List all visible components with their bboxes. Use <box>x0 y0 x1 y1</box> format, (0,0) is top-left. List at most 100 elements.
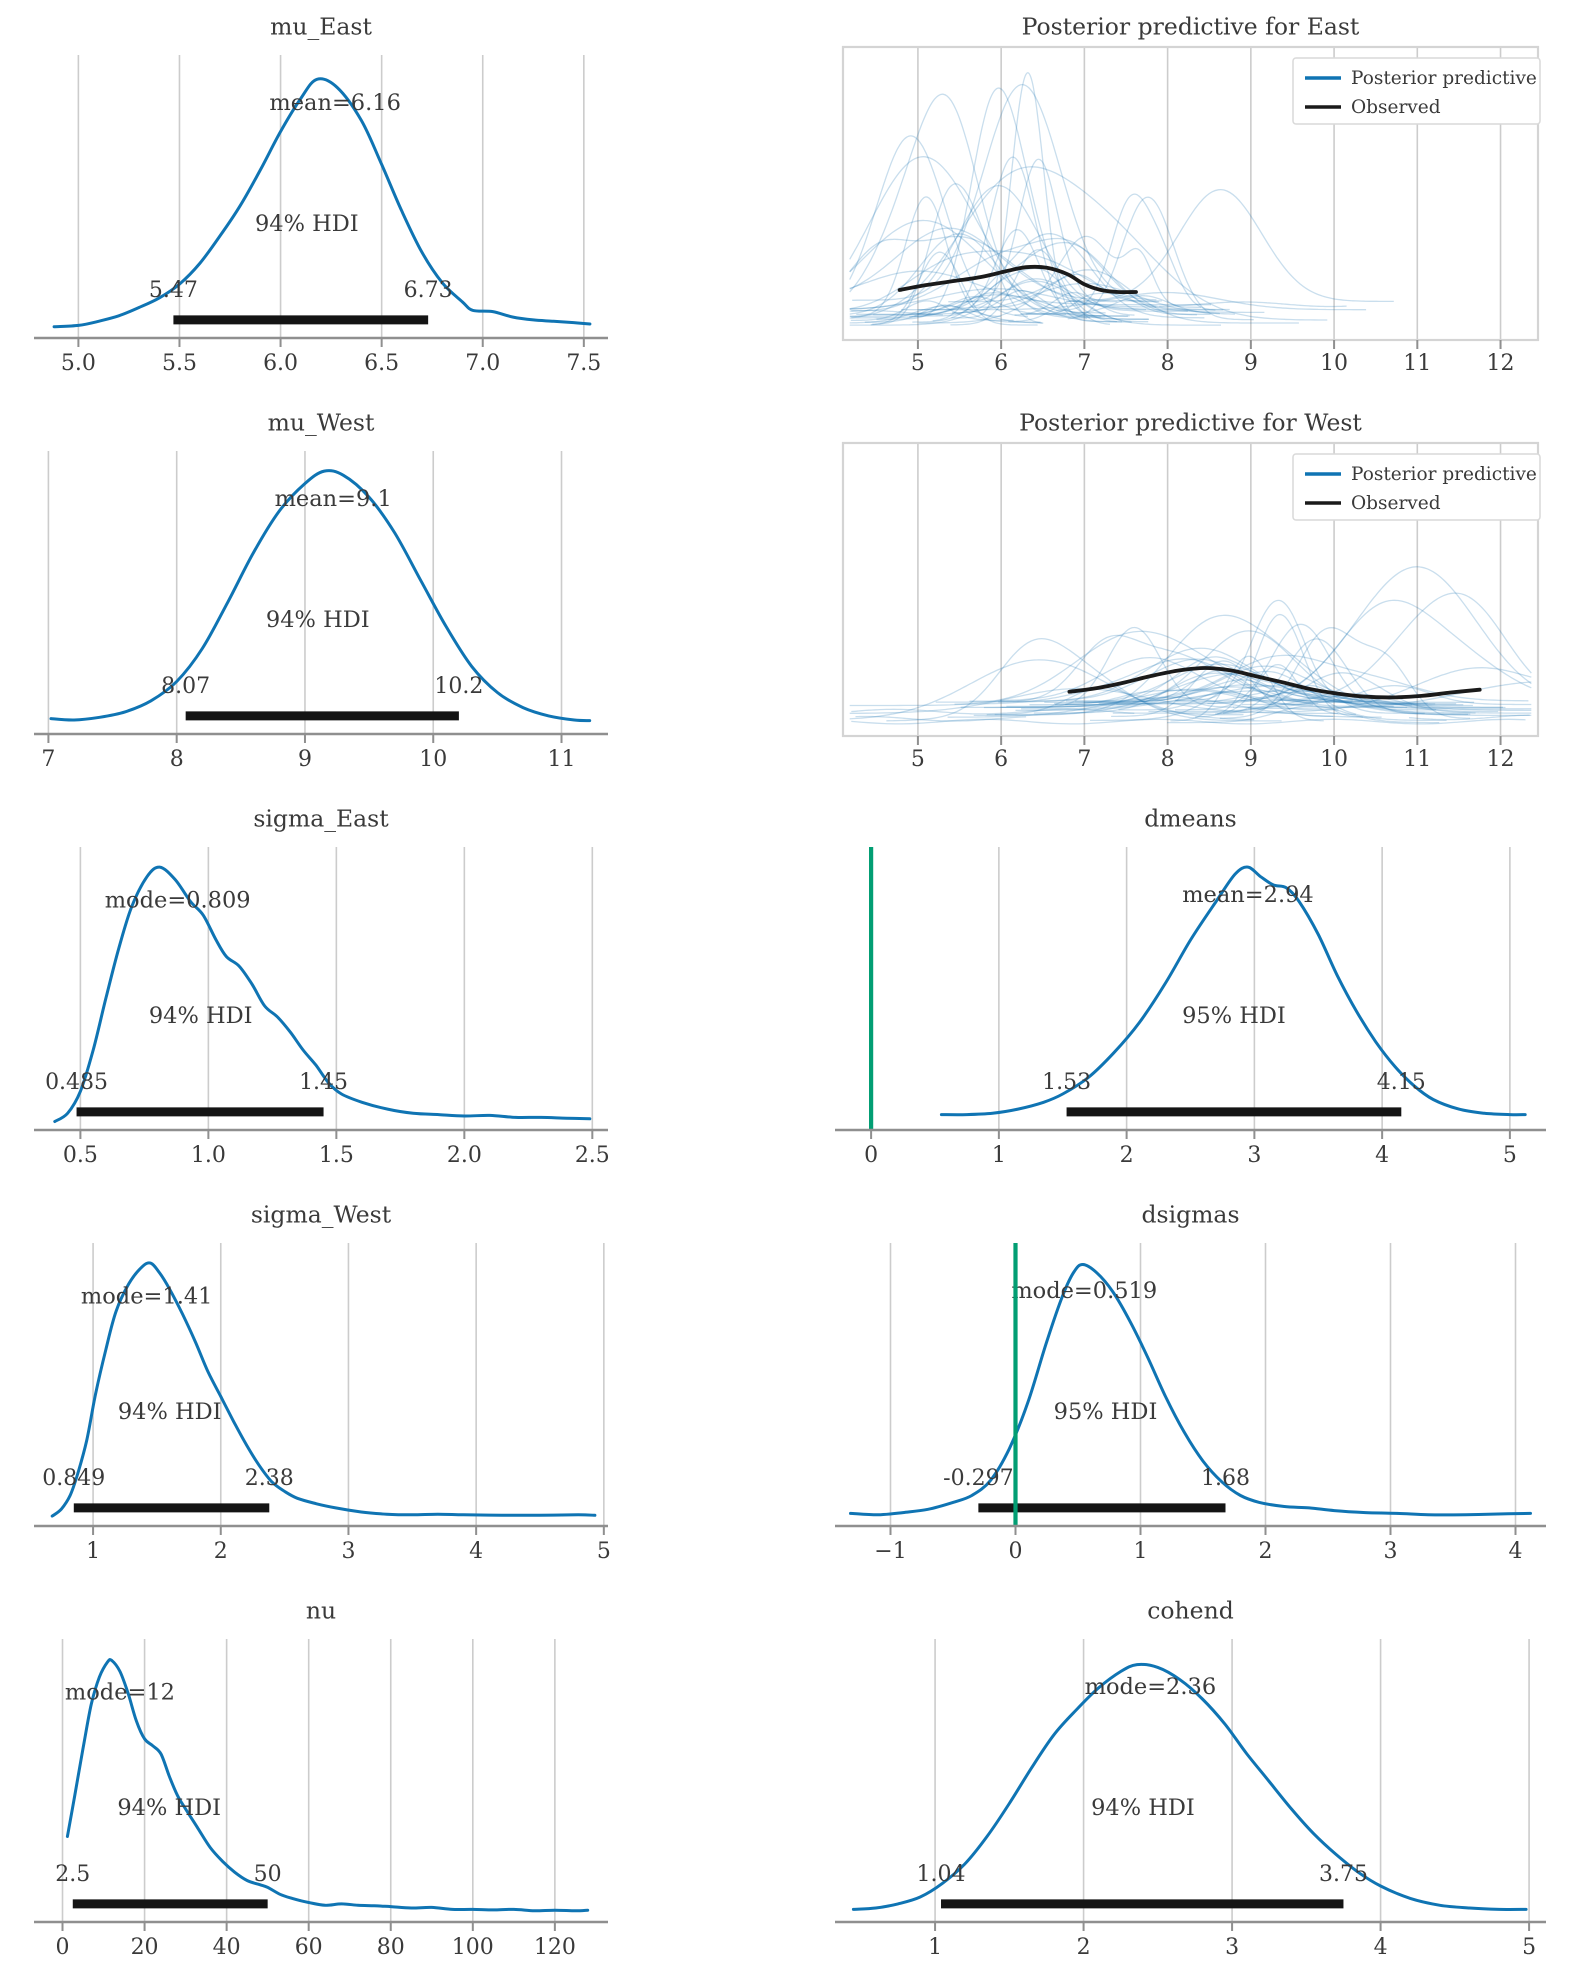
hdi-label: 94% HDI <box>266 607 370 633</box>
x-tick-label: 0.5 <box>63 1143 98 1168</box>
plot-title: nu <box>306 1597 336 1625</box>
point-estimate-label: mode=0.809 <box>105 888 251 914</box>
point-estimate-label: mean=2.94 <box>1182 882 1314 908</box>
plot-mu-east: mu_East mean=6.16 94% HDI 5.47 6.73 5.0 5.5 6.0… <box>0 0 785 396</box>
x-tick-label: 12 <box>1487 747 1515 772</box>
x-tick-label: 2 <box>1077 1935 1091 1960</box>
hdi-lower-value: 1.04 <box>917 1862 966 1887</box>
x-tick-label: 2 <box>1120 1143 1134 1168</box>
x-tick-label: 7.0 <box>465 351 500 376</box>
gridlines <box>77 55 585 338</box>
x-tick-label: 1 <box>928 1935 942 1960</box>
x-tick-label: 1.5 <box>319 1143 354 1168</box>
plot-nu: nu mode=12 94% HDI 2.5 50 0 20 40 60 80 100 120 <box>0 1584 785 1980</box>
x-tick-label: 2.0 <box>447 1143 482 1168</box>
hdi-lower-value: 1.53 <box>1042 1070 1091 1095</box>
x-tick-label: 9 <box>1244 747 1258 772</box>
gridlines <box>61 1639 556 1922</box>
x-tick-label: 4 <box>1374 1935 1388 1960</box>
hdi-label: 94% HDI <box>117 1795 221 1821</box>
x-tick-label: 7 <box>1077 351 1091 376</box>
point-estimate-label: mean=6.16 <box>269 90 401 116</box>
x-tick-label: 2 <box>1259 1539 1273 1564</box>
x-tick-label: 12 <box>1487 351 1515 376</box>
x-tick-label: 5 <box>911 351 925 376</box>
x-tick-label: 3 <box>1225 1935 1239 1960</box>
plot-title: mu_West <box>268 409 375 437</box>
x-tick-label: 4 <box>469 1539 483 1564</box>
plot-frame <box>841 45 1540 342</box>
point-estimate-label: mode=12 <box>65 1680 175 1706</box>
x-tick-label: 5 <box>597 1539 611 1564</box>
plot-canvas: mu_East mean=6.16 94% HDI 5.47 6.73 5.0 5.5 6.0… <box>34 13 608 376</box>
plot-title: sigma_East <box>253 805 389 833</box>
hdi-upper-value: 4.15 <box>1377 1070 1426 1095</box>
x-tick-label: −1 <box>874 1539 906 1564</box>
hdi-label: 94% HDI <box>149 1003 253 1029</box>
x-tick-label: 5.5 <box>162 351 197 376</box>
plot-posterior-predictive-for-west: Posterior predictive for West Posterior p… <box>785 396 1570 792</box>
x-tick-label: 9 <box>298 747 312 772</box>
plot-canvas: mu_West mean=9.1 94% HDI 8.07 10.2 7 8 9 10 11 <box>34 409 608 772</box>
hdi-upper-value: 10.2 <box>434 674 483 699</box>
plot-title: Posterior predictive for East <box>1022 13 1360 41</box>
x-tick-label: 6 <box>994 351 1008 376</box>
kde-curve <box>50 1261 597 1518</box>
hdi-lower-value: 0.849 <box>42 1466 105 1491</box>
x-tick-label: 5 <box>911 747 925 772</box>
x-tick-label: 100 <box>452 1935 494 1960</box>
plot-title: Posterior predictive for West <box>1019 409 1362 437</box>
x-tick-label: 0 <box>56 1935 70 1960</box>
x-tick-label: 11 <box>1403 747 1431 772</box>
kde-curve <box>52 77 592 329</box>
x-tick-label: 9 <box>1244 351 1258 376</box>
point-estimate-label: mode=0.519 <box>1011 1278 1157 1304</box>
gridlines <box>92 1243 605 1526</box>
gridlines <box>79 847 594 1130</box>
x-tick-label: 8 <box>1161 351 1175 376</box>
x-tick-label: 3 <box>341 1539 355 1564</box>
x-tick-label: 4 <box>1509 1539 1523 1564</box>
plot-cohend: cohend mode=2.36 94% HDI 1.04 3.75 1 2 3 4 5 <box>785 1584 1570 1980</box>
x-tick-label: 6.0 <box>263 351 298 376</box>
hdi-upper-value: 3.75 <box>1319 1862 1368 1887</box>
x-tick-label: 40 <box>213 1935 241 1960</box>
x-tick-label: 1 <box>86 1539 100 1564</box>
hdi-label: 95% HDI <box>1054 1399 1158 1425</box>
x-tick-label: 7 <box>1077 747 1091 772</box>
x-tick-label: 8 <box>1161 747 1175 772</box>
plot-sigma-west: sigma_West mode=1.41 94% HDI 0.849 2.38 1 2 3 4 5 <box>0 1188 785 1584</box>
kde-curve <box>53 865 592 1123</box>
plot-posterior-predictive-for-east: Posterior predictive for East Posterior p… <box>785 0 1570 396</box>
x-tick-label: 10 <box>419 747 447 772</box>
hdi-lower-value: 8.07 <box>161 674 210 699</box>
plot-canvas: Posterior predictive for East Posterior p… <box>841 13 1541 376</box>
x-tick-label: 0 <box>1009 1539 1023 1564</box>
posterior-predictive-traces <box>849 72 1394 326</box>
x-tick-label: 0 <box>864 1143 878 1168</box>
x-tick-label: 7.5 <box>566 351 601 376</box>
plot-canvas: cohend mode=2.36 94% HDI 1.04 3.75 1 2 3 4 5 <box>835 1597 1546 1960</box>
x-tick-label: 1.0 <box>191 1143 226 1168</box>
x-tick-label: 10 <box>1320 747 1348 772</box>
x-tick-label: 6 <box>994 747 1008 772</box>
x-tick-label: 5 <box>1503 1143 1517 1168</box>
gridlines <box>889 1243 1517 1526</box>
observed-curve <box>1067 666 1482 700</box>
kde-curve <box>939 865 1527 1117</box>
plot-canvas: dsigmas mode=0.519 95% HDI -0.297 1.68 −1 0 1 2 3… <box>835 1201 1546 1564</box>
gridlines <box>934 1639 1530 1922</box>
x-tick-label: 4 <box>1375 1143 1389 1168</box>
x-tick-label: 10 <box>1320 351 1348 376</box>
plot-canvas: Posterior predictive for West Posterior p… <box>841 409 1541 772</box>
point-estimate-label: mode=2.36 <box>1085 1674 1217 1700</box>
x-tick-label: 7 <box>41 747 55 772</box>
hdi-label: 94% HDI <box>255 211 359 237</box>
point-estimate-label: mode=1.41 <box>81 1284 213 1310</box>
gridlines <box>47 451 563 734</box>
plot-canvas: nu mode=12 94% HDI 2.5 50 0 20 40 60 80 100 120 <box>34 1597 608 1960</box>
plot-canvas: sigma_West mode=1.41 94% HDI 0.849 2.38 1 2 3 4 5 <box>34 1201 611 1564</box>
x-tick-label: 6.5 <box>364 351 399 376</box>
x-tick-label: 120 <box>534 1935 576 1960</box>
